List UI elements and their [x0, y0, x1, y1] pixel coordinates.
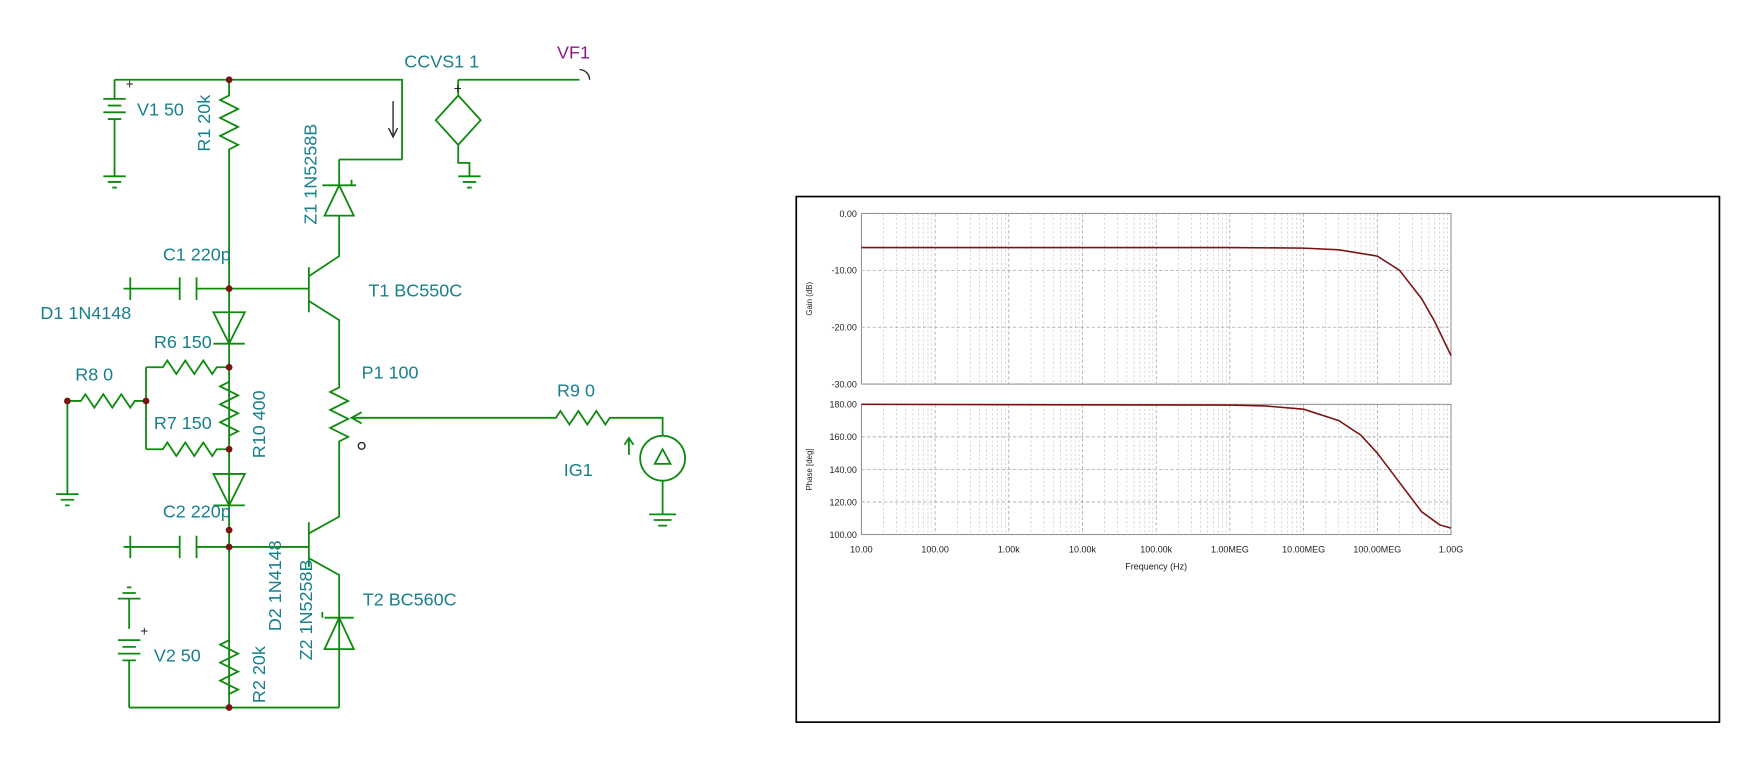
x-tick-label: 1.00k: [998, 545, 1020, 555]
svg-text:+: +: [140, 624, 148, 639]
component-label: C1 220p: [163, 245, 231, 265]
x-axis-label: Frequency (Hz): [1125, 561, 1187, 571]
component-label: Z1 1N5258B: [301, 124, 321, 225]
component-label: R2 20k: [249, 646, 269, 703]
component-label: R7 150: [154, 413, 212, 433]
component-label: R6 150: [154, 332, 212, 352]
component-label: T2 BC560C: [363, 589, 457, 609]
x-tick-label: 100.00MEG: [1353, 545, 1401, 555]
x-tick-label: 10.00MEG: [1282, 545, 1325, 555]
y-axis-label: Phase [deg]: [805, 448, 814, 490]
x-tick-label: 100.00k: [1140, 545, 1172, 555]
y-tick-label: -10.00: [831, 266, 856, 276]
component-label: T1 BC550C: [368, 280, 462, 300]
bode-plot: 0.00 -10.00 -20.00 -30.00 Gain (dB) 10.00 100.…: [805, 209, 1463, 572]
x-tick-label: 1.00MEG: [1211, 545, 1249, 555]
component-label: R9 0: [557, 380, 595, 400]
y-tick-label: -30.00: [831, 379, 856, 389]
component-label: V2 50: [154, 645, 201, 665]
component-label: R10 400: [249, 390, 269, 458]
component-label: IG1: [564, 460, 593, 480]
y-tick-label: 120.00: [829, 497, 856, 507]
y-tick-label: 160.00: [829, 432, 856, 442]
component-label: Z2 1N5258B: [296, 560, 316, 661]
plot-frame: [795, 195, 1721, 723]
y-tick-label: 100.00: [829, 530, 856, 540]
response-curve: [861, 403, 1452, 529]
svg-text:+: +: [454, 81, 462, 96]
y-axis-label: Gain (dB): [805, 282, 814, 316]
component-label: V1 50: [137, 100, 184, 120]
x-tick-label: 10.00k: [1069, 545, 1096, 555]
component-label: D2 1N4148: [265, 540, 285, 631]
component-label: D1 1N4148: [40, 303, 131, 323]
x-tick-label: 1.00G: [1439, 545, 1463, 555]
y-tick-label: -20.00: [831, 323, 856, 333]
schematic-wires: + + +: [56, 68, 686, 711]
schematic-labels: CCVS1 1 VF1 V1 50 R1 20k Z1 1N5258B C1 220p T1…: [40, 42, 595, 703]
component-label: CCVS1 1: [404, 51, 479, 71]
component-label: P1 100: [362, 362, 419, 382]
component-label: VF1: [557, 42, 590, 62]
component-label: R8 0: [75, 365, 113, 385]
y-tick-label: 140.00: [829, 465, 856, 475]
response-curve: [861, 246, 1452, 356]
svg-text:+: +: [126, 77, 134, 92]
y-tick-label: 180.00: [829, 400, 856, 410]
component-label: C2 220p: [163, 502, 231, 522]
y-tick-label: 0.00: [839, 209, 856, 219]
x-tick-label: 10.00: [850, 545, 872, 555]
x-tick-label: 100.00: [921, 545, 948, 555]
component-label: R1 20k: [194, 95, 214, 152]
